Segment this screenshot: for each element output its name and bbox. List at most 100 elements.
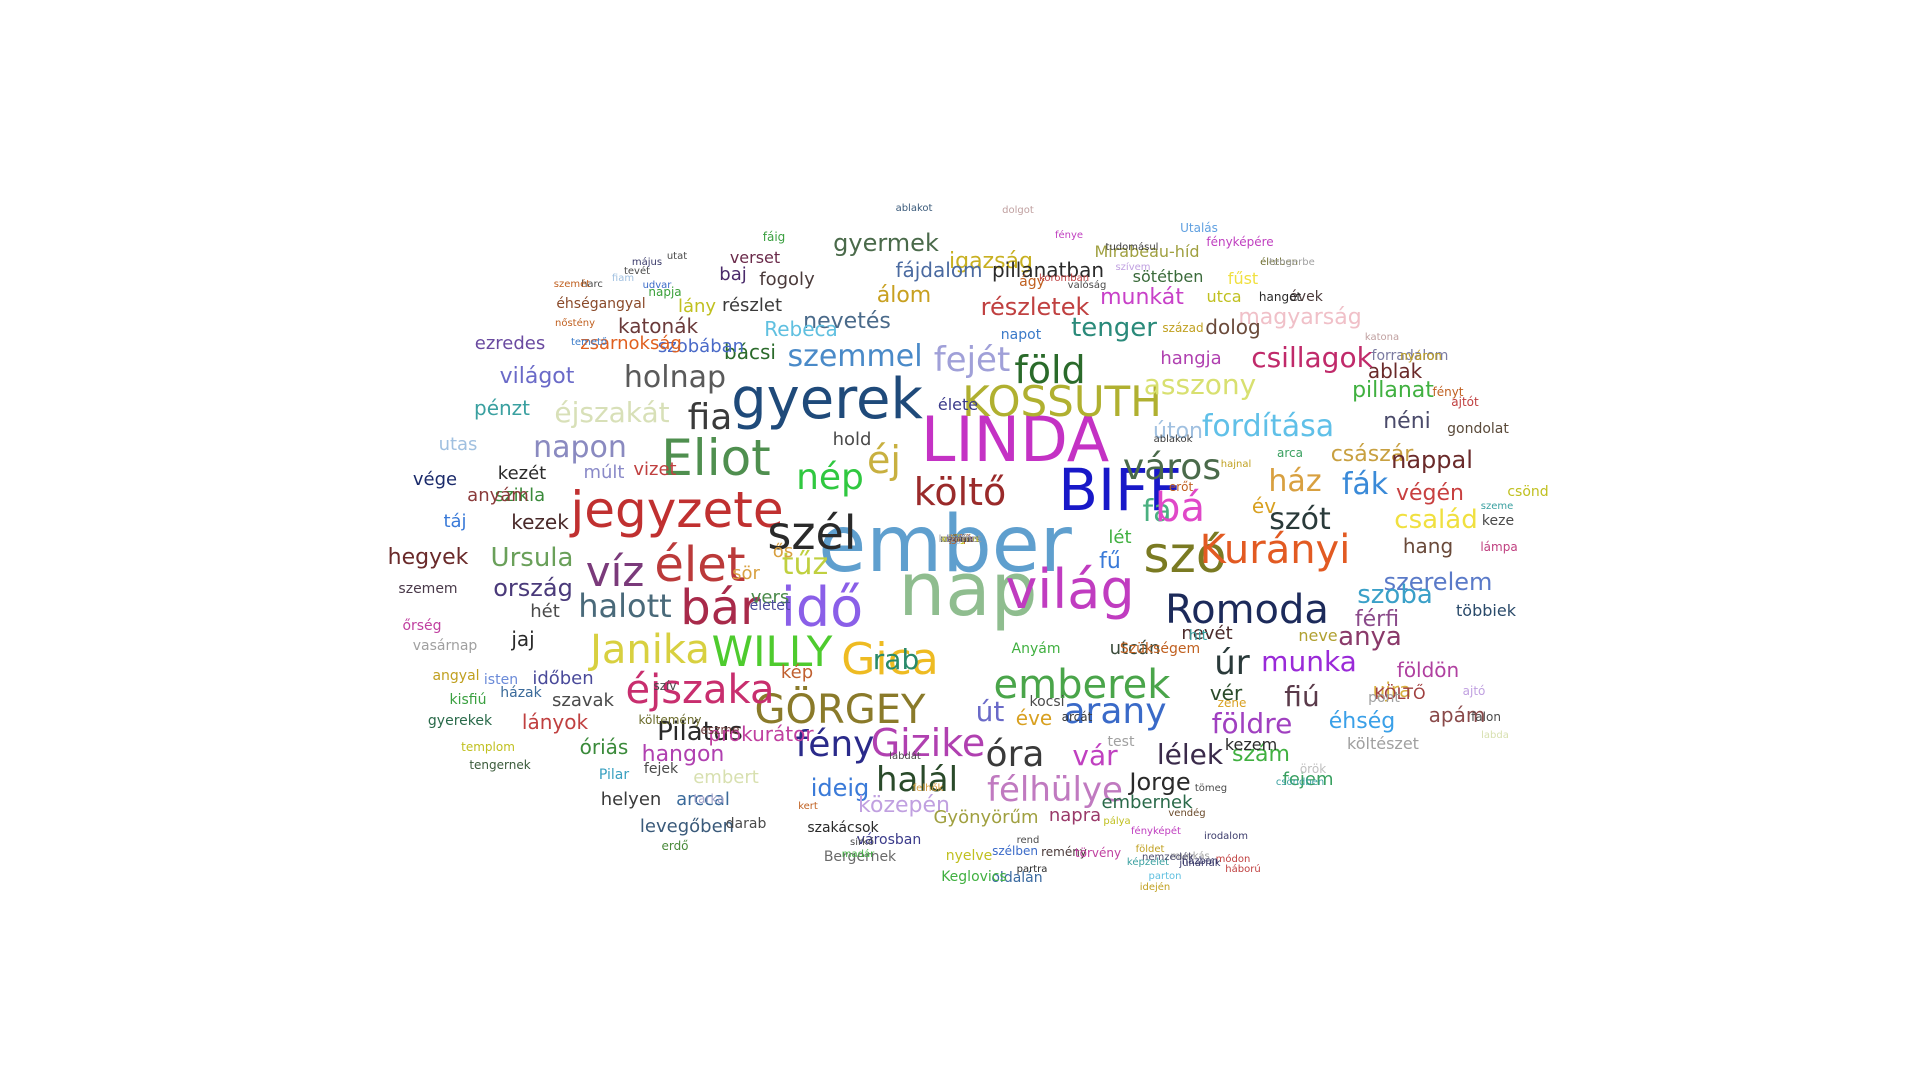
cloud-word: ajtó [1462, 684, 1486, 698]
cloud-word: felhők [912, 783, 944, 794]
cloud-word: félhülye [987, 770, 1123, 810]
cloud-word: tevét [623, 266, 651, 277]
cloud-word: kezek [511, 510, 569, 534]
cloud-word: temető [570, 337, 608, 348]
cloud-word: arany [1063, 691, 1167, 732]
cloud-word: gyerekek [427, 713, 493, 729]
cloud-word: földön [1396, 658, 1460, 682]
cloud-word: őrség [402, 618, 442, 634]
cloud-word: idő [780, 576, 864, 639]
cloud-word: ország [493, 574, 573, 602]
cloud-word: nép [796, 457, 864, 498]
cloud-word: út [975, 695, 1005, 728]
cloud-word: parton [1148, 871, 1182, 882]
cloud-word: közepén [858, 793, 950, 818]
cloud-word: bár [680, 580, 760, 636]
cloud-word: pillanat [1352, 378, 1434, 403]
cloud-word: fejek [643, 761, 679, 777]
cloud-word: tarka [693, 792, 725, 806]
cloud-word: szobában [657, 336, 745, 357]
cloud-word: császár [1330, 442, 1414, 467]
cloud-word: halak [946, 534, 974, 545]
cloud-word: Ursula [490, 543, 574, 573]
cloud-word: család [1394, 505, 1478, 535]
cloud-word: gép [950, 534, 970, 545]
cloud-word: tengerbe [1269, 257, 1315, 268]
cloud-word: kisfiú [449, 692, 487, 708]
cloud-word: kezemet [938, 534, 982, 545]
cloud-word: Mirabeau-híd [1094, 242, 1200, 261]
cloud-word: földet [1135, 844, 1165, 855]
cloud-word: fájdalom [895, 258, 983, 282]
cloud-word: hang [1402, 534, 1454, 558]
cloud-word: harc [581, 279, 603, 290]
cloud-word: hold [832, 429, 872, 450]
cloud-word: jaj [511, 627, 535, 651]
cloud-word: baj [719, 264, 747, 285]
cloud-word: fényt [1432, 385, 1464, 399]
cloud-word: fényképét [1131, 826, 1181, 837]
cloud-word: udvar [642, 280, 672, 291]
cloud-word: test [1107, 734, 1135, 750]
cloud-word: GÖRGEY [754, 687, 926, 733]
cloud-word: Szükségem [1119, 641, 1201, 657]
cloud-word: hajnal [1220, 459, 1252, 470]
cloud-word: munkás [1170, 851, 1210, 862]
cloud-word: napra [1048, 805, 1102, 826]
cloud-word: város [1122, 447, 1222, 488]
cloud-word: ideig [810, 774, 870, 802]
cloud-word: hűn [950, 534, 970, 545]
cloud-word: óriás [579, 735, 629, 759]
cloud-word: ujra [1372, 678, 1412, 702]
cloud-word: szót [1269, 502, 1331, 537]
cloud-word: tenger [1071, 313, 1157, 343]
cloud-word: szavak [552, 690, 614, 711]
cloud-word: fű [1099, 549, 1121, 574]
cloud-word: éhségangyal [556, 296, 646, 312]
cloud-word: remény [1041, 845, 1087, 859]
cloud-word: emberek [993, 662, 1171, 708]
cloud-word: úr [1214, 643, 1250, 683]
cloud-word: angyal [432, 668, 480, 684]
cloud-word: labdát [889, 751, 921, 762]
cloud-word: szerelem [1383, 568, 1493, 596]
cloud-word: idején [1139, 882, 1171, 893]
cloud-word: óra [985, 734, 1045, 775]
cloud-word: Gizike [870, 721, 986, 765]
cloud-word: Bergernek [823, 849, 897, 865]
cloud-word: igazság [948, 249, 1034, 274]
cloud-word: prokurátor [708, 722, 814, 746]
cloud-word: ajtót [1451, 395, 1479, 409]
cloud-word: pillanatban [991, 258, 1105, 282]
cloud-word: kezem [1224, 735, 1278, 754]
cloud-word: erdő [661, 839, 689, 853]
cloud-word: részlet [721, 295, 783, 316]
cloud-word: tengernek [469, 758, 531, 772]
cloud-word: arcát [1061, 710, 1093, 724]
cloud-word: BIFF [1058, 456, 1182, 524]
cloud-word: eszme [700, 723, 740, 737]
cloud-word: tömeg [1194, 783, 1228, 794]
cloud-word: föld­re [1211, 707, 1293, 740]
cloud-word: jegyzete [570, 481, 784, 539]
cloud-word: fűst [1227, 269, 1259, 288]
cloud-word: Rebeca [764, 317, 838, 341]
cloud-word: kép [780, 662, 814, 683]
cloud-word: szív [653, 679, 677, 693]
cloud-word: jövő [949, 534, 971, 545]
cloud-word: lámpa [1480, 540, 1518, 554]
cloud-word: Anyám [1011, 641, 1061, 657]
cloud-word: napot [1000, 327, 1042, 343]
cloud-word: helyen [600, 789, 662, 810]
cloud-word: fák [1341, 467, 1389, 502]
cloud-word: Pilátus [657, 717, 743, 747]
cloud-word: fiú [1284, 680, 1320, 713]
cloud-word: kocsi [1029, 694, 1065, 710]
cloud-word: részletek [980, 293, 1090, 321]
cloud-word: gondolat [1447, 421, 1509, 437]
cloud-word: katona [1364, 332, 1400, 343]
cloud-word: levegőben [639, 816, 735, 837]
cloud-word: vendég [1168, 808, 1206, 819]
cloud-word: KOSSUTH [962, 377, 1162, 426]
